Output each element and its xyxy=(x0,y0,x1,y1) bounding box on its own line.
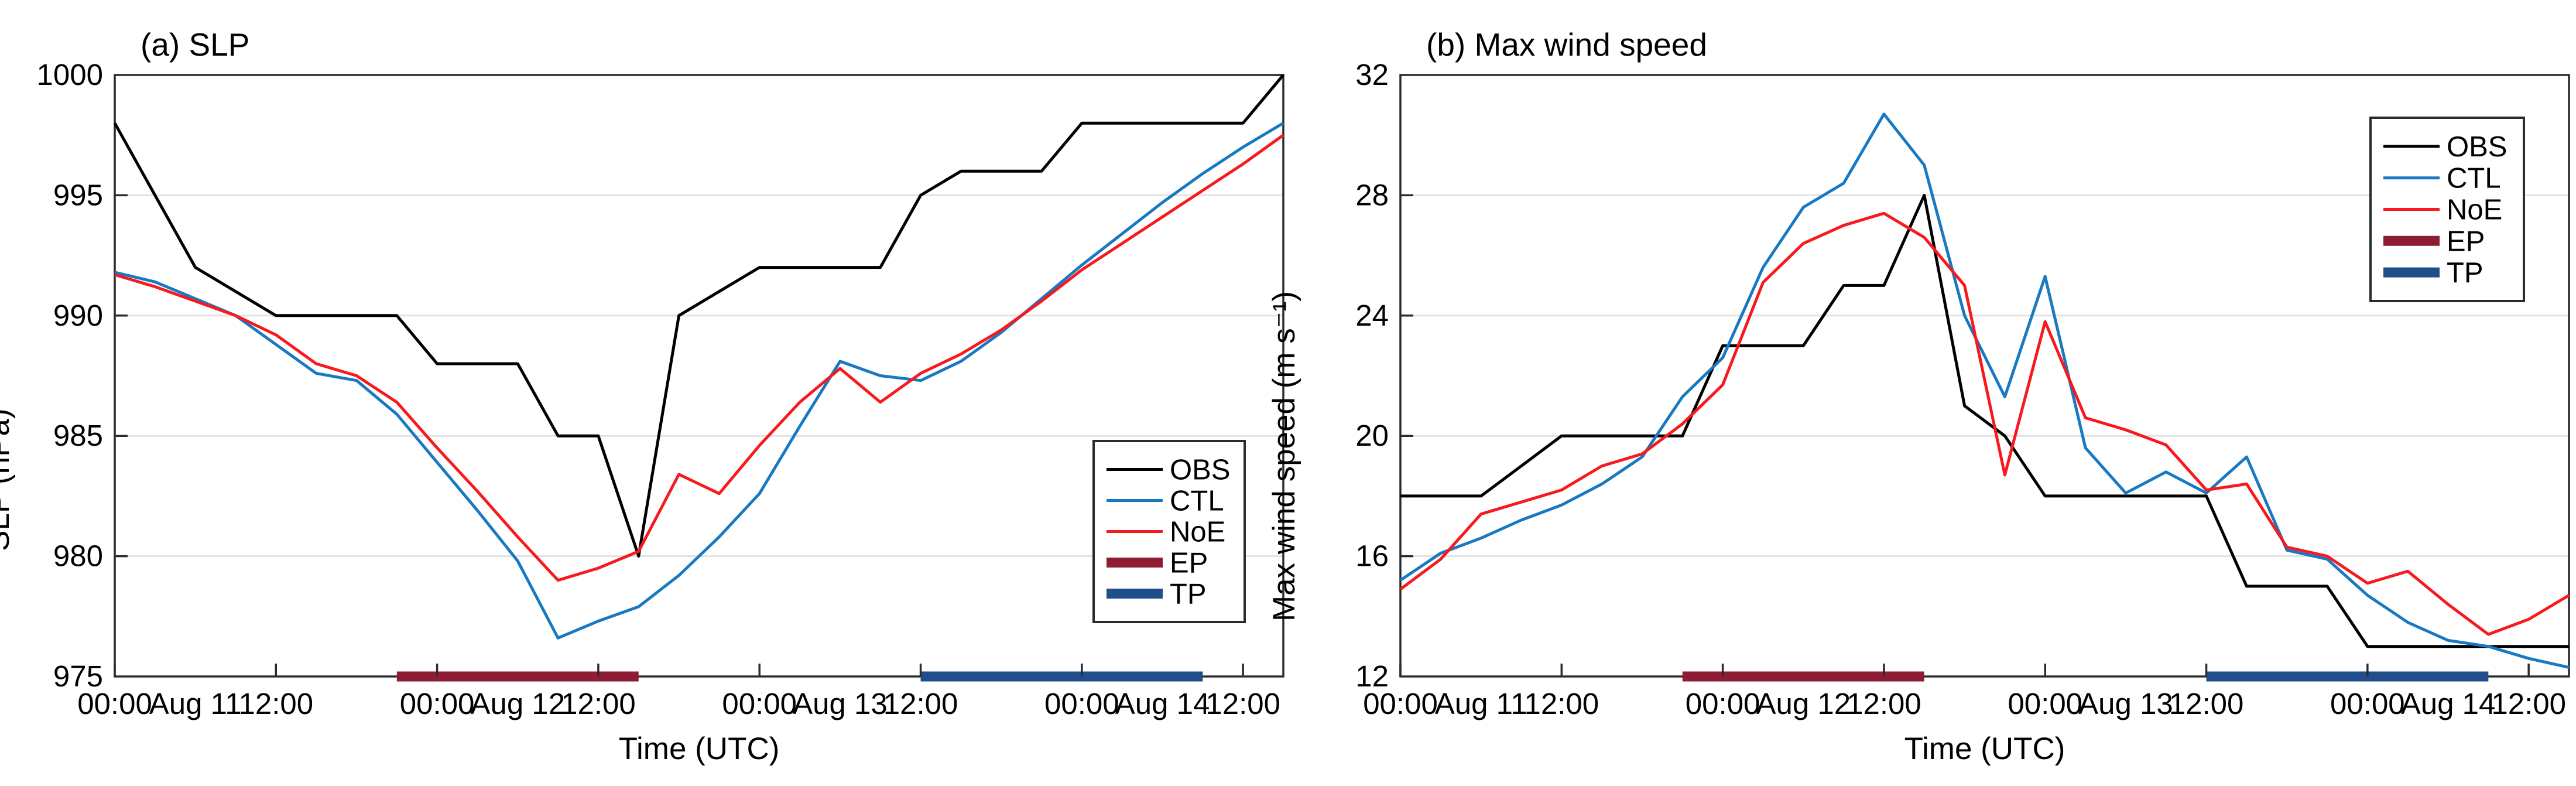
legend-label-NoE: NoE xyxy=(1170,517,1225,548)
chart-b-canvas: 00:00 12:00 00:00 12:00 00:00 12:00 00:00 12:00… xyxy=(1355,58,2570,720)
panel-a: 00:00 12:00 00:00 12:00 00:00 12:00 00:00 12:00… xyxy=(0,26,1284,766)
x-date-label: Aug 11 xyxy=(1435,687,1527,720)
x-tick-label: 12:00 xyxy=(1847,687,1921,720)
chart-b-xlabel: Time (UTC) xyxy=(1904,732,2065,766)
x-tick-label: 12:00 xyxy=(1524,687,1599,720)
legend-label-CTL: CTL xyxy=(2447,163,2501,194)
x-tick-label: 12:00 xyxy=(1205,687,1280,720)
series-OBS-line xyxy=(113,74,1284,558)
series-CTL-line xyxy=(1399,112,2570,669)
x-tick-label: 12:00 xyxy=(238,687,313,720)
legend-label-CTL: CTL xyxy=(1170,486,1224,517)
legend-label-OBS: OBS xyxy=(2447,131,2507,163)
legend-label-EP: EP xyxy=(2447,225,2485,257)
legend-label-TP: TP xyxy=(2447,257,2483,289)
x-date-label: Aug 14 xyxy=(2401,687,2496,720)
x-date-label: Aug 14 xyxy=(1115,687,1210,720)
x-date-label: Aug 13 xyxy=(2078,687,2173,720)
chart-b-title: (b) Max wind speed xyxy=(1426,26,1707,63)
x-tick-label: 00:00 xyxy=(1363,687,1438,720)
x-tick-label: 12:00 xyxy=(883,687,958,720)
panel-b: 00:00 12:00 00:00 12:00 00:00 12:00 00:00 12:00… xyxy=(1267,0,2576,786)
y-tick-label: 20 xyxy=(1355,419,1389,452)
x-tick-label: 00:00 xyxy=(400,687,475,720)
x-date-label: Aug 12 xyxy=(1756,687,1851,720)
series-CTL-line xyxy=(114,122,1284,640)
y-tick-label: 985 xyxy=(53,419,103,452)
x-tick-label: 00:00 xyxy=(722,687,797,720)
chart-a-title: (a) SLP xyxy=(141,26,250,63)
chart-a-xlabel: Time (UTC) xyxy=(618,732,780,766)
plot-box xyxy=(1399,74,2570,678)
x-tick-label: 00:00 xyxy=(1044,687,1119,720)
plot-box xyxy=(114,74,1284,678)
x-date-label: Aug 11 xyxy=(149,687,242,720)
legend-label-EP: EP xyxy=(1170,548,1208,579)
legend-label-OBS: OBS xyxy=(1170,454,1230,486)
chart-b-ylabel: Max wind speed (m s⁻¹) xyxy=(1267,291,1301,621)
x-tick-label: 00:00 xyxy=(77,687,152,720)
x-tick-label: 00:00 xyxy=(2008,687,2082,720)
y-tick-label: 16 xyxy=(1355,539,1389,573)
legend-label-NoE: NoE xyxy=(2447,194,2502,226)
y-tick-label: 980 xyxy=(53,539,103,573)
y-tick-label: 975 xyxy=(53,659,103,693)
y-tick-label: 995 xyxy=(53,178,103,211)
series-NoE-line xyxy=(1399,211,2570,636)
y-tick-label: 28 xyxy=(1355,178,1389,211)
y-tick-label: 1000 xyxy=(37,58,103,91)
x-tick-label: 00:00 xyxy=(1686,687,1760,720)
y-tick-label: 990 xyxy=(53,299,103,332)
y-tick-label: 24 xyxy=(1355,299,1389,332)
x-tick-label: 12:00 xyxy=(2491,687,2566,720)
series-NoE-line xyxy=(114,134,1284,582)
chart-a-ylabel: SLP (hPa) xyxy=(0,408,16,551)
x-tick-label: 00:00 xyxy=(2330,687,2405,720)
x-date-label: Aug 12 xyxy=(470,687,565,720)
chart-a-canvas: 00:00 12:00 00:00 12:00 00:00 12:00 00:00 12:00… xyxy=(37,58,1284,720)
series-OBS-line xyxy=(1400,193,2569,648)
x-tick-label: 12:00 xyxy=(561,687,636,720)
x-date-label: Aug 13 xyxy=(793,687,888,720)
x-tick-label: 12:00 xyxy=(2169,687,2244,720)
legend-label-TP: TP xyxy=(1170,579,1207,610)
y-tick-label: 12 xyxy=(1355,659,1389,693)
y-tick-label: 32 xyxy=(1355,58,1389,91)
